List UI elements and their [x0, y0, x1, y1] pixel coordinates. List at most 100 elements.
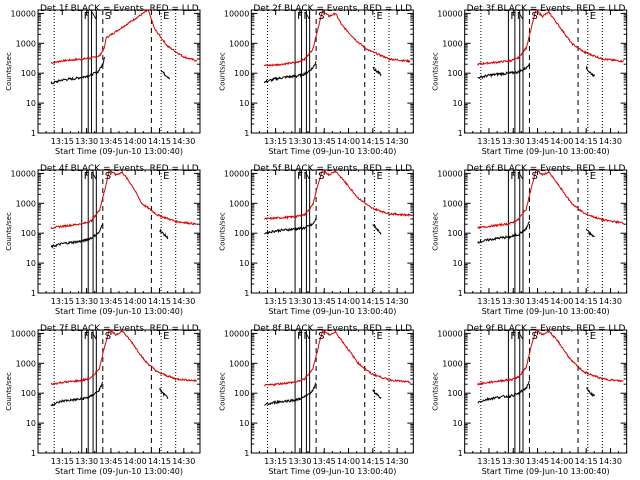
- x-tick-label: 13:30: [75, 457, 98, 466]
- chart-title: Det 7f BLACK = Events, RED = LLD: [40, 324, 199, 334]
- x-tick-label: 13:30: [288, 457, 311, 466]
- x-tick-label: 13:45: [313, 297, 336, 306]
- x-tick-label: 14:30: [599, 137, 622, 146]
- x-tick-label: 13:45: [313, 457, 336, 466]
- y-tick-label: 1: [31, 129, 36, 138]
- events-series-line: [50, 222, 104, 249]
- marker-letter: S: [318, 171, 324, 182]
- x-axis-label: Start Time (09-Jun-10 13:00:40): [268, 467, 396, 476]
- x-tick-label: 14:30: [599, 297, 622, 306]
- y-tick-label: 1: [31, 449, 36, 458]
- marker-letter: N: [90, 331, 97, 342]
- y-tick-label: 100: [447, 229, 462, 238]
- chart-title: Det 5f BLACK = Events, RED = LLD: [253, 164, 412, 174]
- chart-title: Det 4f BLACK = Events, RED = LLD: [40, 164, 199, 174]
- marker-letter: E: [376, 331, 382, 342]
- marker-letter: F: [84, 331, 90, 342]
- marker-letter: F: [84, 11, 90, 22]
- x-tick-label: 13:45: [313, 137, 336, 146]
- marker-letter: N: [517, 171, 524, 182]
- marker-letter: S: [531, 171, 537, 182]
- events-series-line-post: [372, 388, 382, 400]
- y-tick-label: 10: [26, 419, 36, 428]
- plot-area: [477, 170, 624, 293]
- x-tick-label: 13:15: [51, 297, 74, 306]
- x-tick-label: 14:00: [337, 297, 360, 306]
- y-axis-label: Counts/sec: [218, 372, 226, 411]
- events-series-line-post: [159, 228, 169, 240]
- chart-panel-5: Det 5f BLACK = Events, RED = LLD Counts/s…: [218, 164, 414, 316]
- lld-series-line: [264, 330, 411, 387]
- events-series-line: [50, 56, 105, 85]
- events-series-line-post: [160, 70, 170, 80]
- y-tick-label: 1000: [229, 199, 249, 208]
- y-tick-label: 100: [21, 229, 36, 238]
- marker-letter: E: [163, 171, 169, 182]
- y-tick-label: 100: [234, 69, 249, 78]
- marker-letter: N: [517, 331, 524, 342]
- y-tick-label: 100: [234, 389, 249, 398]
- marker-letter: F: [297, 171, 303, 182]
- y-tick-label: 10: [239, 99, 249, 108]
- x-tick-label: 14:15: [148, 457, 171, 466]
- y-tick-label: 1000: [16, 359, 36, 368]
- events-series-line: [264, 218, 317, 235]
- y-tick-label: 10000: [224, 169, 249, 178]
- marker-letter: S: [105, 331, 111, 342]
- y-tick-label: 10000: [11, 329, 36, 338]
- chart-panel-6: Det 6f BLACK = Events, RED = LLD Counts/s…: [432, 164, 628, 316]
- y-tick-label: 1000: [16, 39, 36, 48]
- x-tick-label: 13:15: [477, 457, 500, 466]
- y-tick-label: 10000: [11, 169, 36, 178]
- marker-letter: N: [304, 331, 311, 342]
- marker-letter: S: [105, 171, 111, 182]
- marker-letter: E: [163, 331, 169, 342]
- events-series-line: [477, 380, 530, 404]
- y-tick-label: 100: [21, 389, 36, 398]
- events-series-line-post: [585, 65, 595, 78]
- x-tick-label: 13:15: [51, 137, 74, 146]
- x-tick-label: 13:45: [526, 457, 549, 466]
- lld-series-line: [477, 170, 624, 230]
- x-tick-label: 13:15: [477, 297, 500, 306]
- events-series-line: [50, 381, 104, 407]
- marker-letter: F: [297, 331, 303, 342]
- marker-letter: N: [304, 11, 311, 22]
- x-tick-label: 14:00: [337, 457, 360, 466]
- x-tick-label: 14:15: [361, 457, 384, 466]
- marker-letter: E: [376, 11, 382, 22]
- x-tick-label: 14:15: [148, 137, 171, 146]
- y-axis-label: Counts/sec: [432, 372, 440, 411]
- events-series-line-post: [585, 228, 595, 238]
- chart-panel-9: Det 9f BLACK = Events, RED = LLD Counts/s…: [432, 324, 628, 476]
- marker-letter: N: [90, 171, 97, 182]
- marker-letter: F: [510, 331, 516, 342]
- marker-letter: S: [318, 11, 324, 22]
- events-series-line-post: [372, 66, 382, 77]
- x-axis-label: Start Time (09-Jun-10 13:00:40): [482, 307, 610, 316]
- x-tick-label: 13:45: [99, 297, 122, 306]
- y-tick-label: 10: [452, 419, 462, 428]
- marker-letter: F: [510, 171, 516, 182]
- x-tick-label: 14:00: [550, 137, 573, 146]
- y-tick-label: 1: [244, 289, 249, 298]
- y-tick-label: 1: [31, 289, 36, 298]
- marker-letter: N: [90, 11, 97, 22]
- marker-letter: F: [297, 11, 303, 22]
- y-tick-label: 1: [244, 129, 249, 138]
- y-axis-label: Counts/sec: [5, 372, 13, 411]
- marker-letter: E: [590, 331, 596, 342]
- plot-area: [264, 330, 411, 453]
- lld-series-line: [50, 170, 198, 230]
- x-tick-label: 14:15: [575, 137, 598, 146]
- x-tick-label: 14:30: [386, 457, 409, 466]
- y-tick-label: 10000: [11, 9, 36, 18]
- y-axis-label: Counts/sec: [5, 212, 13, 251]
- x-tick-label: 14:00: [550, 457, 573, 466]
- y-tick-label: 100: [234, 229, 249, 238]
- chart-title: Det 2f BLACK = Events, RED = LLD: [253, 4, 412, 14]
- y-tick-label: 1000: [16, 199, 36, 208]
- marker-letter: S: [318, 331, 324, 342]
- marker-letter: S: [531, 331, 537, 342]
- y-tick-label: 1: [244, 449, 249, 458]
